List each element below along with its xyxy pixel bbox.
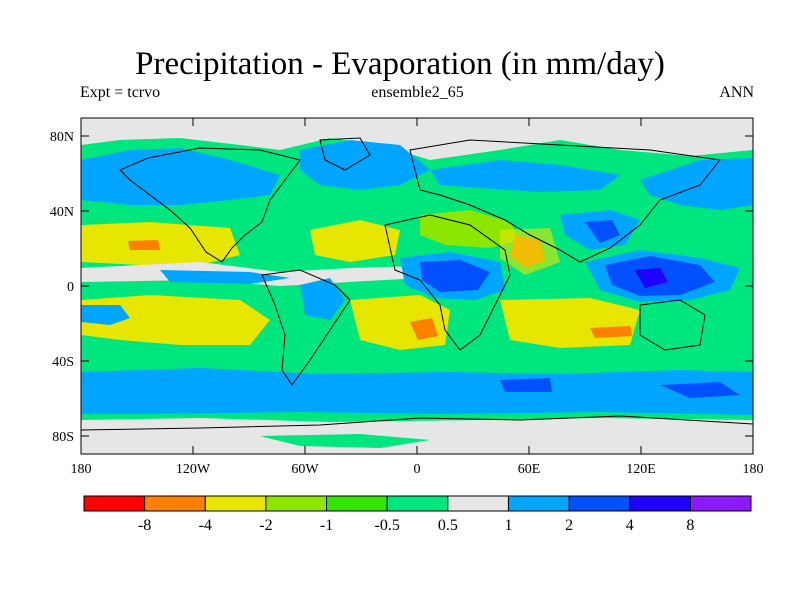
map-title: Precipitation - Evaporation (in mm/day) bbox=[135, 46, 665, 82]
region-sindian-orange bbox=[590, 326, 632, 338]
ensemble-label: ensemble2_65 bbox=[371, 84, 464, 101]
region-npacific-blue bbox=[81, 148, 280, 205]
region-southern-ocean-darkblue bbox=[500, 378, 552, 392]
colorbar-label: 8 bbox=[686, 517, 694, 534]
lon-label: 180 bbox=[743, 462, 764, 477]
region-kuroshio-blue-dark bbox=[585, 220, 620, 243]
colorbar-swatch bbox=[265, 495, 328, 512]
region-satl-orange bbox=[410, 318, 438, 340]
region-arctic-gray bbox=[81, 118, 753, 160]
colorbar-label: 1 bbox=[504, 517, 512, 534]
region-southern-ocean-darkblue2 bbox=[660, 382, 740, 398]
colorbar-swatch bbox=[326, 495, 388, 512]
colorbar-label: -0.5 bbox=[375, 517, 400, 534]
lon-ticks bbox=[192, 118, 642, 454]
region-npacific-yellow bbox=[81, 222, 240, 265]
region-arabia-yellow bbox=[500, 228, 560, 275]
lat-label: 80S bbox=[52, 430, 74, 445]
colorbar-swatch bbox=[629, 495, 691, 512]
lat-ticks bbox=[81, 135, 753, 437]
lat-label: 80N bbox=[50, 130, 74, 145]
coast-antarctica bbox=[81, 415, 753, 431]
region-natl-yellow bbox=[310, 220, 400, 262]
season-label: ANN bbox=[719, 84, 754, 101]
coast-greenland bbox=[319, 137, 371, 171]
colorbar-label: -8 bbox=[138, 517, 151, 534]
lon-label: 60E bbox=[518, 462, 541, 477]
coastlines bbox=[81, 137, 753, 431]
colorbar-label: -1 bbox=[320, 517, 333, 534]
coast-eurasia bbox=[409, 139, 721, 263]
lat-label: 0 bbox=[67, 280, 74, 295]
region-antarctic-green bbox=[260, 434, 430, 448]
region-epacific-blue bbox=[160, 270, 290, 284]
region-nasia-blue bbox=[430, 160, 620, 192]
lon-label: 120W bbox=[176, 462, 211, 477]
lon-label: 60W bbox=[291, 462, 319, 477]
colorbar-label: -4 bbox=[199, 517, 212, 534]
lon-label: 0 bbox=[414, 462, 421, 477]
colorbar-swatch bbox=[568, 495, 631, 512]
lon-label: 120E bbox=[626, 462, 656, 477]
region-sepacific-blue bbox=[81, 305, 130, 325]
colorbar-swatch bbox=[447, 495, 509, 512]
lon-label: 180 bbox=[71, 462, 92, 477]
region-spacific-yellow bbox=[81, 295, 270, 345]
coast-south-america bbox=[261, 269, 351, 386]
colorbar-label: -2 bbox=[259, 517, 272, 534]
region-amazon-blue bbox=[300, 278, 345, 320]
colorbar-swatch bbox=[83, 495, 146, 512]
region-npacific-orange bbox=[128, 240, 160, 250]
colorbar-swatch bbox=[144, 495, 206, 512]
lat-label: 40S bbox=[52, 355, 74, 370]
precip-evap-field bbox=[81, 118, 753, 454]
region-southern-ocean-blue bbox=[81, 368, 753, 415]
region-sindian-yellow bbox=[500, 298, 640, 348]
coast-north-america bbox=[119, 147, 301, 263]
colorbar-label: 0.5 bbox=[438, 517, 458, 534]
experiment-label: Expt = tcrvo bbox=[80, 84, 161, 101]
region-warmpool-purple bbox=[635, 268, 668, 288]
colorbar-label: 4 bbox=[626, 517, 634, 534]
colorbar: -8 -4 -2 -1 -0.5 0.5 1 2 4 8 bbox=[83, 495, 752, 534]
colorbar-label: 2 bbox=[565, 517, 573, 534]
coast-africa bbox=[384, 214, 511, 351]
lat-label: 40N bbox=[50, 205, 74, 220]
coast-australia bbox=[639, 299, 706, 351]
region-africa-darkblue bbox=[420, 260, 490, 292]
colorbar-swatch bbox=[386, 495, 449, 512]
colorbar-swatch bbox=[507, 495, 570, 512]
colorbar-swatch bbox=[689, 495, 752, 512]
region-sahara-yellow bbox=[420, 210, 520, 248]
region-natlantic-blue bbox=[300, 140, 430, 190]
colorbar-swatch bbox=[204, 495, 267, 512]
